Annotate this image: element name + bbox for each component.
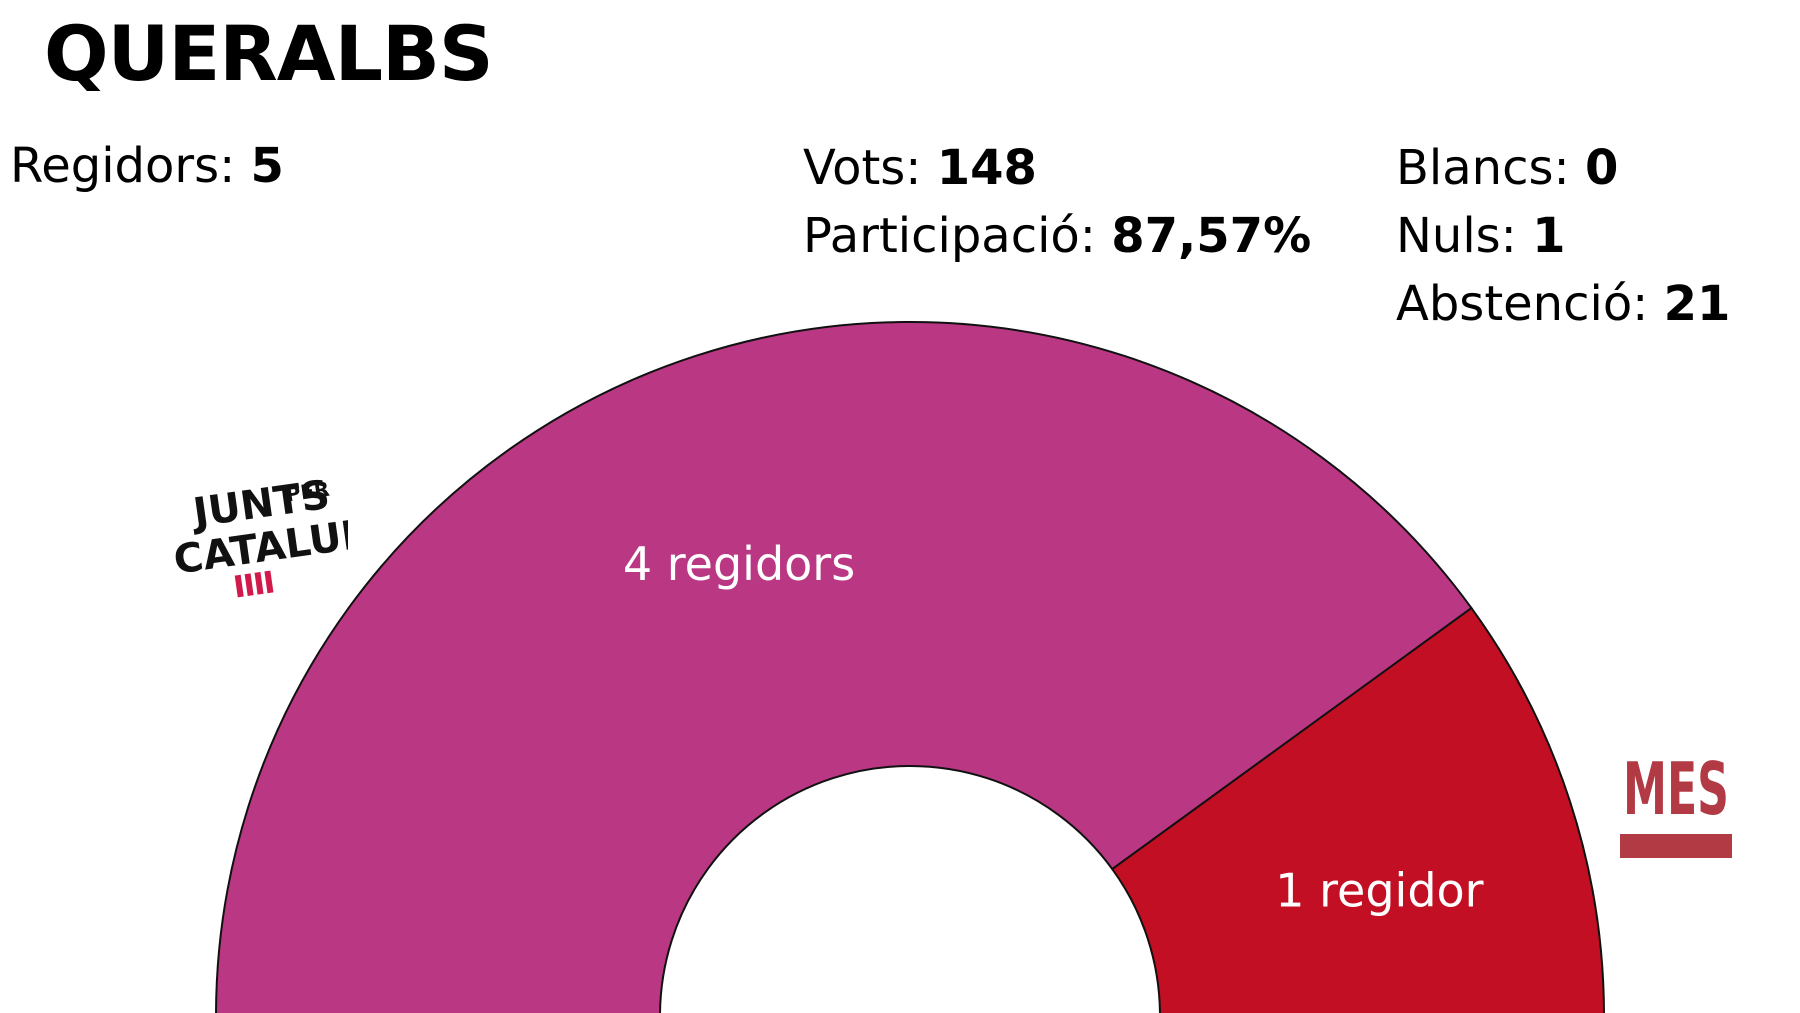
logo-junts-bar <box>244 573 254 596</box>
stat-blancs-label: Blancs: <box>1396 140 1570 196</box>
stat-abstencio-value: 21 <box>1663 276 1731 332</box>
stat-vots: Vots: 148 <box>803 134 1037 202</box>
logo-mes-text: MES <box>1623 747 1729 831</box>
stat-vots-label: Vots: <box>803 140 922 196</box>
stat-nuls-label: Nuls: <box>1396 208 1517 264</box>
stat-abstencio-label: Abstenció: <box>1396 276 1649 332</box>
stat-blancs-value: 0 <box>1584 140 1619 196</box>
logo-junts-bar <box>264 570 274 594</box>
stat-abstencio: Abstenció: 21 <box>1396 270 1730 338</box>
junts-per-catalunya-logo: JUNTS PER CATALUNYA <box>171 472 348 598</box>
stat-blancs: Blancs: 0 <box>1396 134 1618 202</box>
logo-mes-bar <box>1620 834 1732 858</box>
mes-logo: MES <box>1620 747 1732 858</box>
slice-junts <box>215 320 1473 1013</box>
stat-regidors: Regidors: 5 <box>10 132 284 200</box>
logo-junts-bar <box>234 574 244 598</box>
logo-junts-bar <box>254 571 264 595</box>
stat-vots-value: 148 <box>936 140 1037 196</box>
stat-regidors-label: Regidors: <box>10 138 236 194</box>
stat-nuls: Nuls: 1 <box>1396 202 1566 270</box>
stat-nuls-value: 1 <box>1532 208 1566 264</box>
stat-participacio-label: Participació: <box>803 208 1096 264</box>
stat-participacio-value: 87,57% <box>1111 208 1312 264</box>
slice-mes <box>1110 606 1605 1013</box>
stat-participacio: Participació: 87,57% <box>803 202 1311 270</box>
slice-label: 1 regidor <box>1275 864 1483 918</box>
page-title: QUERALBS <box>44 9 494 98</box>
slice-label: 4 regidors <box>623 537 855 591</box>
stat-regidors-value: 5 <box>250 138 284 194</box>
